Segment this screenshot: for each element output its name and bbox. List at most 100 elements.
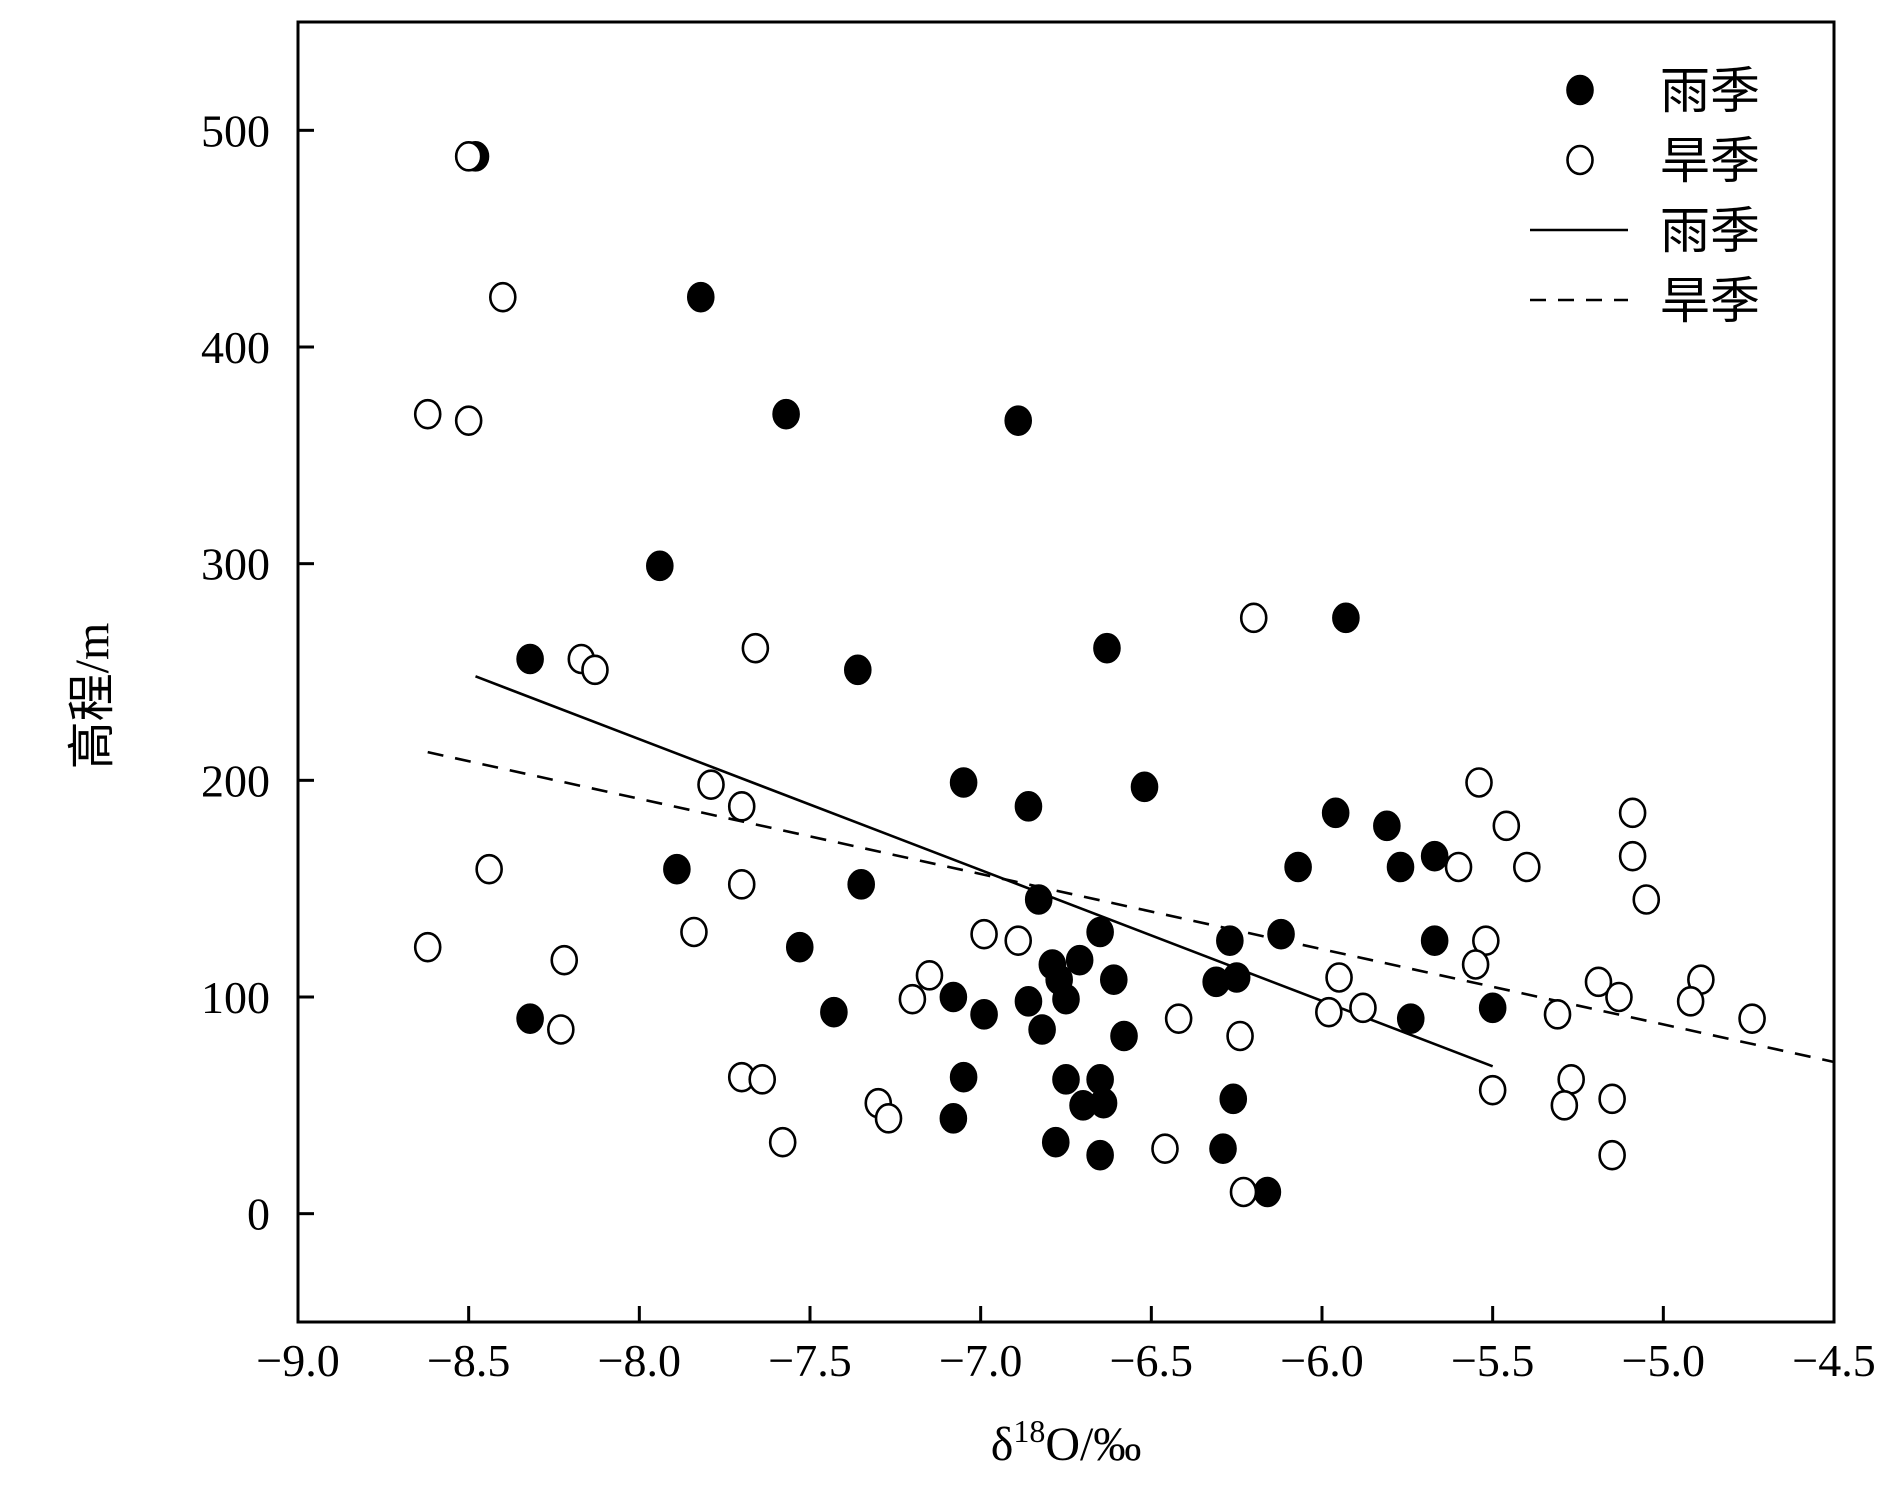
rainy-season-point [843, 654, 872, 686]
legend-label: 旱季 [1660, 133, 1760, 189]
rainy-season-point [1373, 810, 1401, 842]
rainy-season-point [1284, 851, 1312, 883]
dry-season-point [1239, 602, 1268, 634]
dry-season-point [1598, 1083, 1626, 1115]
x-tick-label: −6.0 [1280, 1335, 1363, 1386]
dry-season-point [1229, 1176, 1258, 1208]
dry-season-point [727, 869, 756, 900]
dry-season-point [1004, 925, 1033, 956]
y-axis-label: 高程/m [66, 623, 119, 770]
fit-line-dashed [427, 750, 1835, 1064]
rainy-season-point [1420, 925, 1449, 956]
dry-season-point [413, 398, 442, 430]
rainy-season-point [949, 1061, 978, 1093]
x-tick-label: −5.5 [1451, 1335, 1534, 1386]
dry-season-point [1557, 1064, 1585, 1095]
y-tick-label: 200 [201, 755, 270, 806]
rainy-season-point [1332, 602, 1360, 634]
x-tick-label: −8.0 [598, 1335, 681, 1386]
dry-season-point [488, 281, 517, 313]
legend-label: 雨季 [1660, 63, 1760, 119]
dry-season-point [1550, 1090, 1579, 1121]
dry-season-point [1738, 1003, 1766, 1034]
rainy-season-point [1386, 851, 1415, 883]
dry-season-point [454, 141, 483, 172]
y-tick-label: 100 [201, 972, 270, 1023]
dry-season-point [680, 916, 708, 948]
dry-season-point [1325, 962, 1353, 993]
dry-season-point [1478, 1074, 1507, 1106]
rainy-season-point [1041, 1126, 1070, 1158]
x-tick-label: −4.5 [1792, 1335, 1875, 1386]
dry-season-point [1513, 851, 1541, 883]
rainy-season-point [1110, 1020, 1138, 1052]
rainy-season-point [939, 981, 968, 1013]
dry-season-point [550, 944, 579, 976]
rainy-season-point [1065, 944, 1094, 976]
dry-season-point [475, 853, 503, 885]
rainy-season-point [1052, 983, 1080, 1015]
dry-season-point [1164, 1003, 1193, 1034]
legend-label: 旱季 [1660, 273, 1760, 329]
legend-label: 雨季 [1660, 203, 1760, 259]
rainy-season-point [847, 869, 876, 900]
x-axis-ticks: −9.0 −8.5 −8.0 −7.5 −7.0 −6.5 −6.0 −5.5 −5.0 −4.5 [256, 1306, 1876, 1386]
plot-frame [296, 20, 1836, 1324]
rainy-season-point [939, 1103, 968, 1134]
rainy-season-point [1004, 405, 1033, 436]
dry-season-point [748, 1064, 777, 1095]
x-axis-label: δ18O/‰ [991, 1413, 1142, 1471]
dry-season-point [874, 1103, 903, 1134]
x-tick-label: −7.5 [768, 1335, 851, 1386]
dry-season-point [697, 769, 725, 800]
rainy-season-point [772, 398, 800, 430]
legend-marker [1566, 144, 1594, 176]
x-axis-label-sup: 18 [1013, 1413, 1045, 1449]
dry-season-point [1151, 1133, 1179, 1164]
x-tick-label: −9.0 [256, 1335, 339, 1386]
dry-season-point [970, 918, 998, 950]
dry-season-point [1226, 1020, 1254, 1052]
rainy-season-point [785, 931, 814, 963]
rainy-season-point [1052, 1064, 1080, 1095]
dry-season-point [1605, 981, 1633, 1013]
rainy-season-point [1209, 1133, 1237, 1164]
rainy-season-point [663, 853, 691, 885]
rainy-season-point [1086, 916, 1114, 948]
rainy-season-point [1014, 986, 1043, 1017]
rainy-season-point [1396, 1003, 1425, 1034]
rainy-season-point [1028, 1014, 1056, 1045]
dry-season-point [898, 983, 927, 1015]
dry-season-point [547, 1014, 575, 1045]
rainy-season-point [646, 550, 674, 582]
dry-season-point [1444, 851, 1473, 883]
y-tick-label: 500 [201, 105, 270, 156]
dry-season-point [1543, 999, 1572, 1030]
y-tick-label: 300 [201, 539, 270, 590]
data-points [413, 141, 1766, 1208]
rainy-season-point [1202, 966, 1230, 998]
rainy-season-point [1321, 797, 1350, 829]
dry-season-point [1349, 992, 1377, 1024]
rainy-season-point [1093, 632, 1121, 664]
dry-season-point [1598, 1139, 1626, 1171]
y-tick-label: 0 [247, 1189, 270, 1240]
rainy-season-point [1014, 791, 1043, 822]
x-axis-label-main: δ [991, 1418, 1014, 1471]
rainy-season-point [1478, 992, 1507, 1024]
y-tick-label: 400 [201, 322, 270, 373]
rainy-season-point [1024, 884, 1053, 915]
dry-season-point [1461, 949, 1490, 980]
dry-season-point [1618, 797, 1647, 829]
rainy-season-point [1267, 918, 1295, 950]
rainy-season-point [1086, 1139, 1114, 1171]
x-tick-label: −7.0 [939, 1335, 1022, 1386]
rainy-season-point [949, 767, 978, 798]
rainy-season-point [516, 1003, 544, 1034]
dry-season-point [1676, 986, 1705, 1017]
rainy-season-point [1216, 925, 1244, 956]
dry-season-point [741, 632, 770, 664]
x-axis-label-rest: O/‰ [1045, 1418, 1141, 1471]
